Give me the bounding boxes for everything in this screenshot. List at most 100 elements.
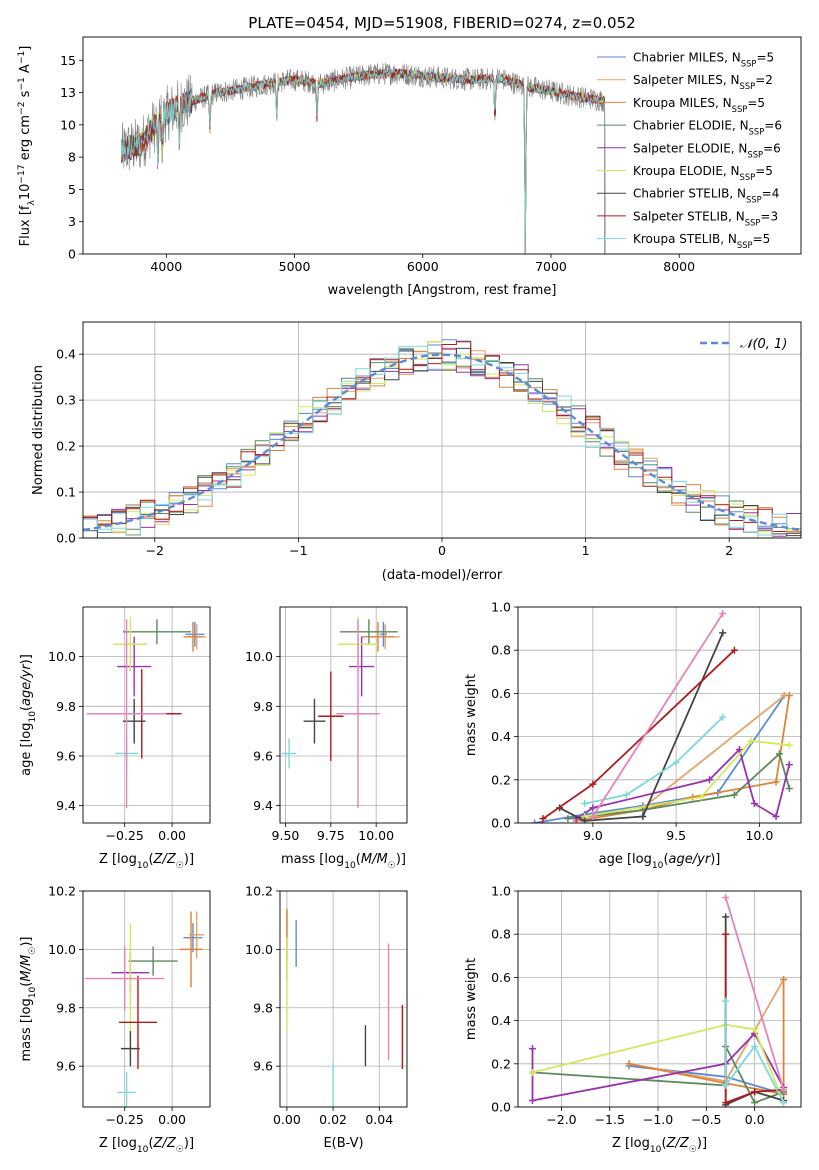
weight-marker — [625, 1060, 633, 1068]
weight-marker — [751, 1088, 759, 1096]
legend-label-gaussian: 𝒩(0, 1) — [740, 337, 787, 352]
weight-marker — [564, 815, 572, 823]
y-tick-label: 10.2 — [245, 884, 273, 899]
weight-marker — [528, 1068, 536, 1076]
weights-plot-area — [528, 893, 788, 1107]
weight-marker — [722, 913, 730, 921]
y-tick-label: 10 — [60, 117, 76, 132]
legend-label: Salpeter ELODIE, NSSP=6 — [633, 141, 781, 159]
x-tick-label: 4000 — [150, 259, 182, 274]
weight-marker — [719, 713, 727, 721]
x-tick-label: 0.00 — [158, 1112, 186, 1127]
x-tick-label: −2 — [146, 543, 164, 558]
model-spectrum-line — [121, 68, 606, 254]
y-tick-label: 9.8 — [56, 699, 76, 714]
y-tick-label: 0.0 — [491, 816, 511, 831]
y-tick-label: 9.4 — [253, 798, 273, 813]
x-tick-label: −0.5 — [691, 1112, 721, 1127]
x-axis-label: Z [log10(Z/Z☉)] — [99, 852, 194, 871]
weight-marker — [722, 893, 730, 901]
weight-series-line — [724, 1001, 785, 1104]
weight-marker — [747, 737, 755, 745]
y-tick-label: 5 — [68, 182, 76, 197]
y-tick-label: 0 — [68, 247, 76, 262]
x-tick-label: −0.25 — [106, 1112, 144, 1127]
x-axis-label: Z [log10(Z/Z☉)] — [612, 1136, 707, 1155]
age-vs-z-panel: −0.25 0.00 9.4 9.6 9.8 10.0 Z [log10(Z/Z☉)] age… — [19, 606, 211, 871]
weight-marker — [751, 1099, 759, 1107]
weight-marker — [528, 1097, 536, 1105]
weight-marker — [751, 1043, 759, 1051]
y-tick-label: 0.0 — [56, 531, 76, 546]
weight-marker — [785, 741, 793, 749]
x-tick-label: 0.02 — [319, 1112, 347, 1127]
y-tick-label: 13 — [60, 85, 76, 100]
weight-marker — [581, 817, 589, 823]
x-tick-label: 9.0 — [583, 828, 603, 843]
legend-label: Chabrier ELODIE, NSSP=6 — [633, 119, 782, 137]
legend-label: Chabrier STELIB, NSSP=4 — [633, 187, 779, 205]
residuals-plot-area — [83, 339, 801, 538]
weight-series-line — [642, 694, 785, 809]
legend-label: Salpeter MILES, NSSP=2 — [633, 73, 773, 91]
y-tick-label: 9.6 — [56, 1059, 76, 1074]
weight-marker — [735, 746, 743, 754]
legend-label: Chabrier MILES, NSSP=5 — [633, 51, 774, 69]
axes-frame — [82, 606, 211, 824]
axes-frame — [279, 606, 408, 824]
weights-vs-z-panel: −2.0 −1.5 −1.0 −0.5 0.0 0.0 0.2 0.4 0.6 0.8 1.0 Z [… — [464, 884, 802, 1155]
y-axis-label: Normed distribution — [31, 365, 46, 495]
y-tick-label: 0.2 — [491, 1056, 511, 1071]
y-axis-label: mass weight — [464, 958, 479, 1040]
weight-marker — [528, 1045, 536, 1053]
y-tick-label: 15 — [60, 53, 76, 68]
weight-marker — [589, 780, 597, 788]
axes-frame — [279, 890, 408, 1108]
x-tick-label: 9.75 — [317, 828, 345, 843]
y-tick-label: 1.0 — [491, 600, 511, 615]
legend-label: Kroupa MILES, NSSP=5 — [633, 96, 765, 114]
weight-marker — [639, 813, 647, 821]
y-tick-label: 1.0 — [491, 884, 511, 899]
y-tick-label: 9.8 — [253, 1000, 273, 1015]
legend-label: Kroupa ELODIE, NSSP=5 — [633, 164, 773, 182]
y-tick-label: 10.0 — [245, 942, 273, 957]
residual-histogram — [83, 345, 801, 538]
y-tick-label: 10.0 — [245, 649, 273, 664]
gaussian-curve — [83, 353, 801, 532]
weight-marker — [780, 1086, 788, 1094]
x-axis-label: mass [log10(M/M☉)] — [281, 852, 406, 871]
y-tick-label: 0.1 — [56, 485, 76, 500]
y-tick-label: 10.0 — [48, 942, 76, 957]
y-tick-label: 9.4 — [56, 798, 76, 813]
legend-label: Salpeter STELIB, NSSP=3 — [633, 209, 778, 227]
y-tick-label: 10.0 — [48, 649, 76, 664]
weight-marker — [722, 1099, 730, 1107]
weight-series-line — [592, 613, 724, 817]
weight-marker — [719, 629, 727, 637]
x-tick-label: 9.5 — [666, 828, 686, 843]
spectrum-legend: Chabrier MILES, NSSP=5 Salpeter MILES, NS… — [597, 51, 782, 250]
x-tick-label: −1.0 — [643, 1112, 673, 1127]
axes-frame — [82, 36, 802, 255]
x-tick-label: 10.00 — [358, 828, 394, 843]
x-tick-label: 0.04 — [365, 1112, 393, 1127]
spectrum-plot-area — [121, 62, 606, 254]
weight-marker — [722, 997, 730, 1005]
weight-marker — [672, 759, 680, 767]
x-axis-label: wavelength [Angstrom, rest frame] — [328, 283, 557, 298]
y-tick-label: 0.6 — [491, 970, 511, 985]
weight-marker — [531, 819, 539, 823]
x-tick-label: 7000 — [535, 259, 567, 274]
age-vs-mass-panel: 9.50 9.75 10.00 9.4 9.6 9.8 10.0 mass [log10(M/… — [245, 606, 408, 871]
errorbar-plot-area — [281, 616, 400, 809]
y-tick-label: 0.6 — [491, 686, 511, 701]
weight-marker — [730, 791, 738, 799]
y-tick-label: 9.8 — [56, 1000, 76, 1015]
weight-marker — [581, 800, 589, 808]
weight-marker — [539, 815, 547, 823]
x-tick-label: 9.50 — [272, 828, 300, 843]
weight-marker — [589, 804, 597, 812]
weight-series-line — [575, 747, 791, 820]
y-tick-label: 0.8 — [491, 927, 511, 942]
